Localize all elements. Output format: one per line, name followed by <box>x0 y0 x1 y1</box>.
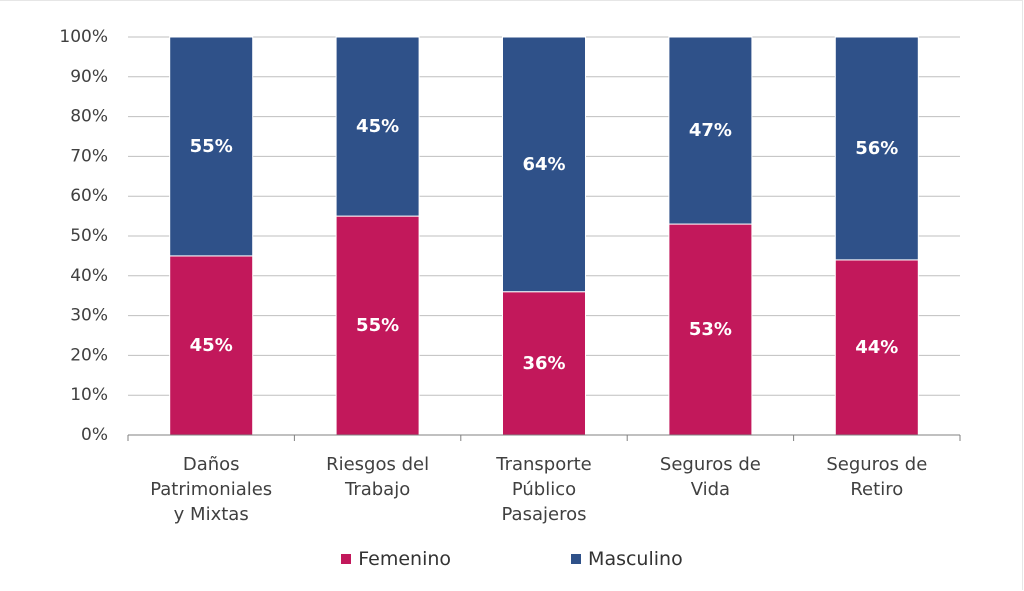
x-category-label: Riesgos del Trabajo <box>326 454 429 500</box>
x-category-label: Seguros de Retiro <box>826 454 927 500</box>
legend-label-masculino: Masculino <box>588 548 683 570</box>
bar-femenino <box>502 291 586 436</box>
bar-femenino <box>169 255 254 436</box>
y-tick-label: 10% <box>70 385 108 405</box>
legend-item-masculino: Masculino <box>571 548 683 570</box>
data-label: 36% <box>522 353 565 374</box>
legend: Femenino Masculino <box>0 548 1024 570</box>
legend-label-femenino: Femenino <box>358 548 452 570</box>
x-category-label: Transporte Público Pasajeros <box>495 454 592 525</box>
y-tick-label: 30% <box>70 306 108 326</box>
bar-femenino <box>668 223 753 436</box>
y-tick-label: 0% <box>81 425 108 445</box>
x-category-label: Seguros de Vida <box>660 454 761 500</box>
data-label: 55% <box>356 315 399 336</box>
bar-masculino <box>668 36 753 225</box>
bar-masculino <box>502 36 586 293</box>
data-label: 45% <box>190 335 233 356</box>
stacked-bar-chart: 0% 10% 20% 30% 40% 50% 60% 70% 80% 90% 100% 45% 55% 5… <box>59 27 961 525</box>
legend-swatch-femenino <box>341 554 352 564</box>
y-tick-label: 40% <box>70 266 108 286</box>
y-tick-label: 90% <box>70 67 108 87</box>
data-label: 44% <box>855 337 898 358</box>
y-tick-label: 80% <box>70 107 108 127</box>
data-label: 55% <box>190 136 233 157</box>
bar-masculino <box>169 36 254 257</box>
bar-masculino <box>834 36 919 261</box>
bar-femenino <box>834 259 919 436</box>
data-label: 47% <box>689 120 732 141</box>
y-tick-label: 20% <box>70 345 108 365</box>
data-label: 64% <box>522 154 565 175</box>
data-label: 53% <box>689 319 732 340</box>
y-tick-label: 60% <box>70 186 108 206</box>
legend-swatch-masculino <box>571 554 582 564</box>
bar-femenino <box>335 215 420 436</box>
y-tick-label: 100% <box>59 27 108 47</box>
bar-masculino <box>335 36 420 217</box>
y-tick-label: 50% <box>70 226 108 246</box>
data-label: 56% <box>855 138 898 159</box>
y-tick-label: 70% <box>70 146 108 166</box>
data-label: 45% <box>356 116 399 137</box>
legend-item-femenino: Femenino <box>341 548 451 570</box>
x-category-label: Daños Patrimoniales y Mixtas <box>150 454 272 525</box>
